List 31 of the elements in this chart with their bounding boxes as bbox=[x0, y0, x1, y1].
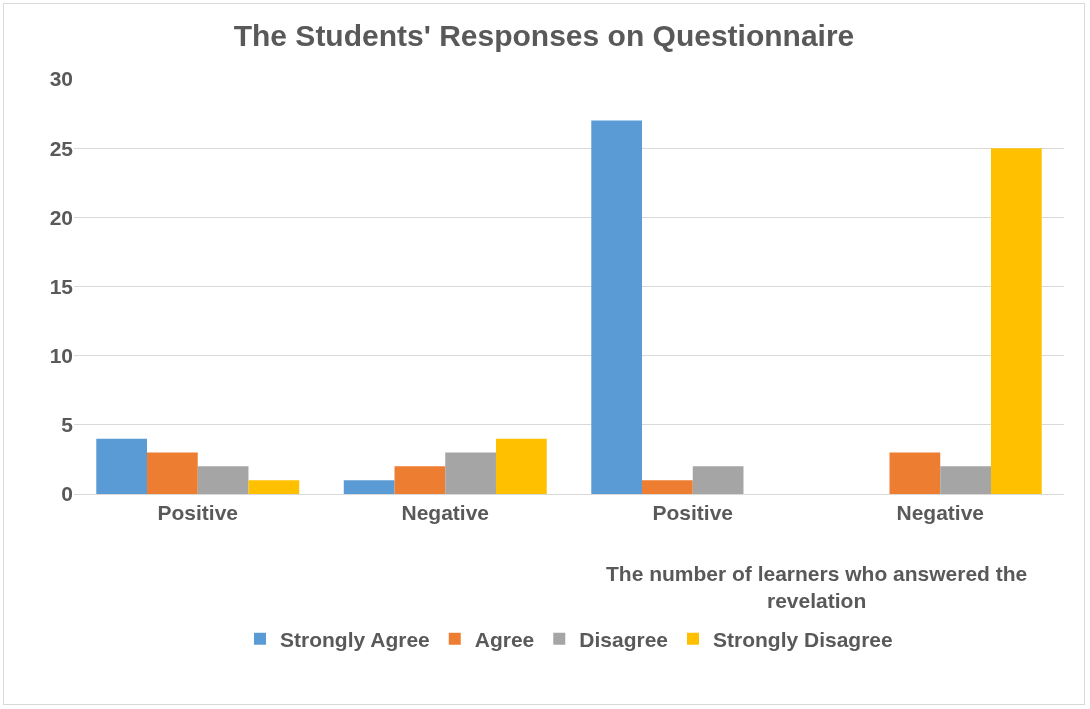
bar bbox=[495, 438, 547, 494]
bar bbox=[990, 148, 1042, 494]
y-tick-label: 30 bbox=[49, 67, 73, 91]
bar bbox=[591, 120, 643, 494]
bar bbox=[343, 480, 395, 494]
y-tick-label: 10 bbox=[49, 344, 73, 368]
x-tick-label: Positive bbox=[652, 501, 734, 525]
chart-title: The Students' Responses on Questionnaire bbox=[233, 19, 855, 52]
y-tick-label: 20 bbox=[49, 205, 73, 229]
bar bbox=[394, 466, 446, 494]
bar bbox=[445, 452, 496, 494]
bar bbox=[692, 466, 744, 494]
bar bbox=[940, 466, 991, 494]
text: The number of learners who answered the revelation bbox=[606, 562, 1028, 613]
legend-label: Disagree bbox=[579, 627, 668, 651]
bar bbox=[147, 452, 198, 494]
legend-label: Strongly Disagree bbox=[713, 627, 893, 651]
legend-label: Strongly Agree bbox=[280, 627, 430, 651]
bar bbox=[889, 452, 941, 494]
bar bbox=[248, 480, 300, 494]
bar bbox=[197, 466, 249, 494]
x-tick-label: Negative bbox=[401, 501, 490, 525]
y-tick-label: 15 bbox=[49, 274, 74, 298]
x-tick-label: Negative bbox=[896, 501, 985, 525]
bar bbox=[642, 480, 693, 494]
y-tick-label: 0 bbox=[61, 482, 73, 506]
y-tick-label: 25 bbox=[49, 136, 74, 160]
bar bbox=[96, 438, 148, 494]
legend-label: Agree bbox=[474, 627, 535, 651]
x-tick-label: Positive bbox=[157, 501, 239, 525]
y-tick-label: 5 bbox=[61, 413, 74, 437]
